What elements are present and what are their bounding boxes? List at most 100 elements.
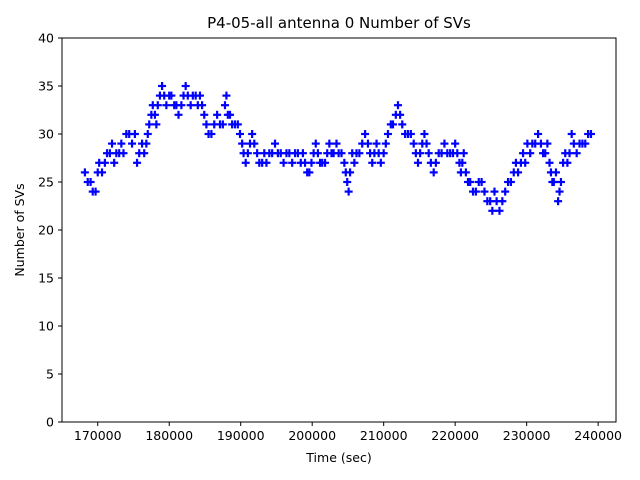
data-point [381, 139, 390, 148]
data-point [311, 139, 320, 148]
data-point [541, 149, 550, 158]
y-tick-label: 40 [38, 31, 54, 46]
data-point [346, 168, 355, 177]
data-point [350, 158, 359, 167]
data-point [545, 158, 554, 167]
data-point [413, 158, 422, 167]
x-tick-label: 210000 [360, 428, 408, 443]
data-point [526, 149, 535, 158]
chart-title: P4-05-all antenna 0 Number of SVs [207, 14, 471, 32]
data-point [162, 101, 171, 110]
data-point [567, 130, 576, 138]
x-axis-title: Time (sec) [305, 450, 371, 465]
data-point [488, 206, 497, 215]
data-point [498, 197, 507, 206]
data-point [167, 91, 176, 100]
data-point [466, 178, 475, 186]
x-tick-label: 180000 [145, 428, 193, 443]
data-point [98, 168, 107, 177]
data-point [142, 139, 151, 148]
data-point [305, 168, 314, 177]
data-point [313, 149, 322, 158]
data-point [519, 149, 528, 158]
data-point [200, 110, 209, 119]
data-point [248, 130, 257, 138]
data-point [177, 101, 186, 110]
data-point [480, 187, 489, 196]
data-point [376, 158, 385, 167]
x-tick-label: 230000 [503, 428, 551, 443]
x-axis: 170000 180000 190000 200000 210000 220000 2300… [74, 422, 622, 443]
data-point [325, 139, 334, 148]
data-point [321, 158, 330, 167]
data-point [332, 139, 341, 148]
data-point [279, 158, 288, 167]
data-point [181, 82, 190, 90]
y-axis-title: Number of SVs [12, 183, 27, 276]
data-point [551, 168, 560, 177]
data-point [368, 158, 377, 167]
data-point [207, 130, 216, 138]
data-point [233, 120, 242, 129]
data-point [288, 158, 297, 167]
data-point [271, 139, 280, 148]
data-point [398, 120, 407, 129]
data-point [117, 139, 126, 148]
plot-area [62, 38, 616, 422]
data-point [521, 158, 530, 167]
data-point [213, 110, 222, 119]
data-point [152, 120, 161, 129]
data-point [145, 120, 154, 129]
y-axis: 0 5 10 15 20 25 30 35 40 [38, 31, 62, 430]
x-tick-label: 170000 [74, 428, 122, 443]
data-point [406, 130, 415, 138]
data-point [393, 101, 402, 110]
data-point [225, 110, 234, 119]
data-point [388, 120, 397, 129]
data-point [133, 158, 142, 167]
data-point [431, 158, 440, 167]
data-point [458, 158, 467, 167]
data-point [119, 149, 128, 158]
data-point [235, 130, 244, 138]
data-point [218, 120, 227, 129]
data-point [495, 206, 504, 215]
data-point [298, 149, 307, 158]
data-point [253, 149, 262, 158]
y-tick-label: 30 [38, 127, 54, 142]
y-tick-label: 20 [38, 223, 54, 238]
data-point [459, 149, 468, 158]
data-point [409, 139, 418, 148]
data-point [563, 158, 572, 167]
data-point [307, 158, 316, 167]
data-point [220, 101, 229, 110]
data-point [477, 178, 486, 186]
data-point [100, 158, 109, 167]
data-point [396, 110, 405, 119]
x-tick-label: 190000 [217, 428, 265, 443]
data-point [110, 158, 119, 167]
data-point [586, 130, 595, 138]
data-point [186, 101, 195, 110]
data-point [86, 178, 95, 186]
data-point [420, 130, 429, 138]
data-point [198, 101, 207, 110]
data-point [383, 130, 392, 138]
data-point [565, 149, 574, 158]
x-tick-label: 200000 [288, 428, 336, 443]
data-point [501, 187, 510, 196]
data-point [140, 149, 149, 158]
data-point [150, 110, 159, 119]
y-tick-label: 35 [38, 79, 54, 94]
data-point [340, 158, 349, 167]
data-point [554, 197, 563, 206]
data-point [241, 158, 250, 167]
data-point [143, 130, 152, 138]
y-tick-label: 15 [38, 271, 54, 286]
data-point [222, 91, 231, 100]
y-tick-label: 10 [38, 319, 54, 334]
data-point [174, 110, 183, 119]
data-point [80, 168, 89, 177]
data-point [238, 139, 247, 148]
